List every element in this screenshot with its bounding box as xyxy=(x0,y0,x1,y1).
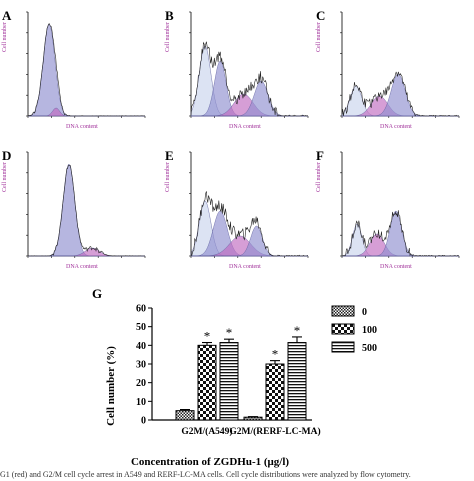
histogram-f-xlabel: DNA content xyxy=(380,264,412,270)
histogram-f-plot xyxy=(340,151,460,258)
panel-letter-a: A xyxy=(2,8,12,23)
histogram-c-trace xyxy=(341,71,460,117)
significance-star: * xyxy=(294,323,301,338)
legend-label-0: 0 xyxy=(362,307,367,318)
legend-swatch-0 xyxy=(331,305,355,317)
histogram-b-peak xyxy=(191,80,308,117)
panel-letter-b: B xyxy=(165,8,174,23)
histogram-panel-c: C Cell number DNA content xyxy=(316,6,464,130)
bar-chart-xlabel: Concentration of ZGDHu-1 (μg/l) xyxy=(131,456,289,468)
histogram-f-ylabel: Cell number xyxy=(316,162,322,192)
histogram-c-peak xyxy=(342,73,459,117)
histogram-a-xlabel: DNA content xyxy=(66,124,98,130)
bar-chart-y-tick-label: 10 xyxy=(136,397,146,408)
panel-letter-e: E xyxy=(165,148,174,163)
histogram-e-trace xyxy=(190,191,309,257)
legend-label-100: 100 xyxy=(362,325,377,336)
histogram-d-plot xyxy=(26,151,146,258)
bar-1-100 xyxy=(197,344,217,421)
histogram-e-ylabel: Cell number xyxy=(165,162,171,192)
histogram-e-xlabel: DNA content xyxy=(229,264,261,270)
figure-caption: G1 (red) and G2/M cell cycle arrest in A… xyxy=(0,470,411,479)
bar-1-0 xyxy=(175,410,195,421)
bar-chart-g: 0 10 20 30 40 50 60 * * G2M/(A549) * * G2M/(RERF-LC… xyxy=(92,288,377,468)
histogram-panel-f: F Cell number DNA content xyxy=(316,146,464,270)
bar-chart-y-tick-label: 20 xyxy=(136,378,146,389)
bar-chart-y-tick-label: 0 xyxy=(141,416,146,427)
bar-1-500 xyxy=(219,342,239,421)
bar-chart-y-tick-label: 50 xyxy=(136,322,146,333)
histogram-b-ylabel: Cell number xyxy=(165,22,171,52)
histogram-a-plot xyxy=(26,11,146,118)
histogram-a-ylabel: Cell number xyxy=(2,22,8,52)
histogram-e-plot xyxy=(189,151,309,258)
bar-2-100 xyxy=(265,363,285,421)
histogram-b-plot xyxy=(189,11,309,118)
histogram-c-xlabel: DNA content xyxy=(380,124,412,130)
histogram-a-trace xyxy=(27,23,146,117)
significance-star: * xyxy=(204,329,211,344)
panel-letter-f: F xyxy=(316,148,324,163)
significance-star: * xyxy=(272,347,279,362)
bar-chart-ylabel: Cell number (%) xyxy=(105,346,117,426)
histogram-panel-b: B Cell number DNA content xyxy=(165,6,313,130)
histogram-d-xlabel: DNA content xyxy=(66,264,98,270)
histogram-b-trace xyxy=(190,41,309,117)
bar-chart-y-tick-label: 30 xyxy=(136,360,146,371)
histogram-b-xlabel: DNA content xyxy=(229,124,261,130)
histogram-d-peak xyxy=(28,163,145,257)
bar-2-500 xyxy=(287,342,307,421)
significance-star: * xyxy=(226,325,233,340)
histogram-panel-e: E Cell number DNA content xyxy=(165,146,313,270)
histogram-c-plot xyxy=(340,11,460,118)
histogram-d-trace xyxy=(27,164,146,257)
histogram-panel-a: A Cell number DNA content xyxy=(2,6,150,130)
histogram-c-ylabel: Cell number xyxy=(316,22,322,52)
legend-swatch-100 xyxy=(331,323,355,335)
histogram-panel-d: D Cell number DNA content xyxy=(2,146,150,270)
bar-2-0 xyxy=(243,416,263,421)
category-label: G2M/(A549) xyxy=(181,426,232,437)
bar-chart-y-tick-label: 60 xyxy=(136,304,146,315)
legend-swatch-500 xyxy=(331,341,355,353)
category-label: G2M/(RERF-LC-MA) xyxy=(229,426,320,437)
legend-label-500: 500 xyxy=(362,343,377,354)
histogram-e-peak xyxy=(191,225,308,257)
panel-letter-c: C xyxy=(316,8,326,23)
bar-chart-y-tick-label: 40 xyxy=(136,341,146,352)
panel-letter-g: G xyxy=(92,288,102,301)
histogram-d-ylabel: Cell number xyxy=(2,162,8,192)
panel-letter-d: D xyxy=(2,148,12,163)
histogram-d-peak xyxy=(28,247,145,257)
histogram-f-trace xyxy=(341,210,460,257)
